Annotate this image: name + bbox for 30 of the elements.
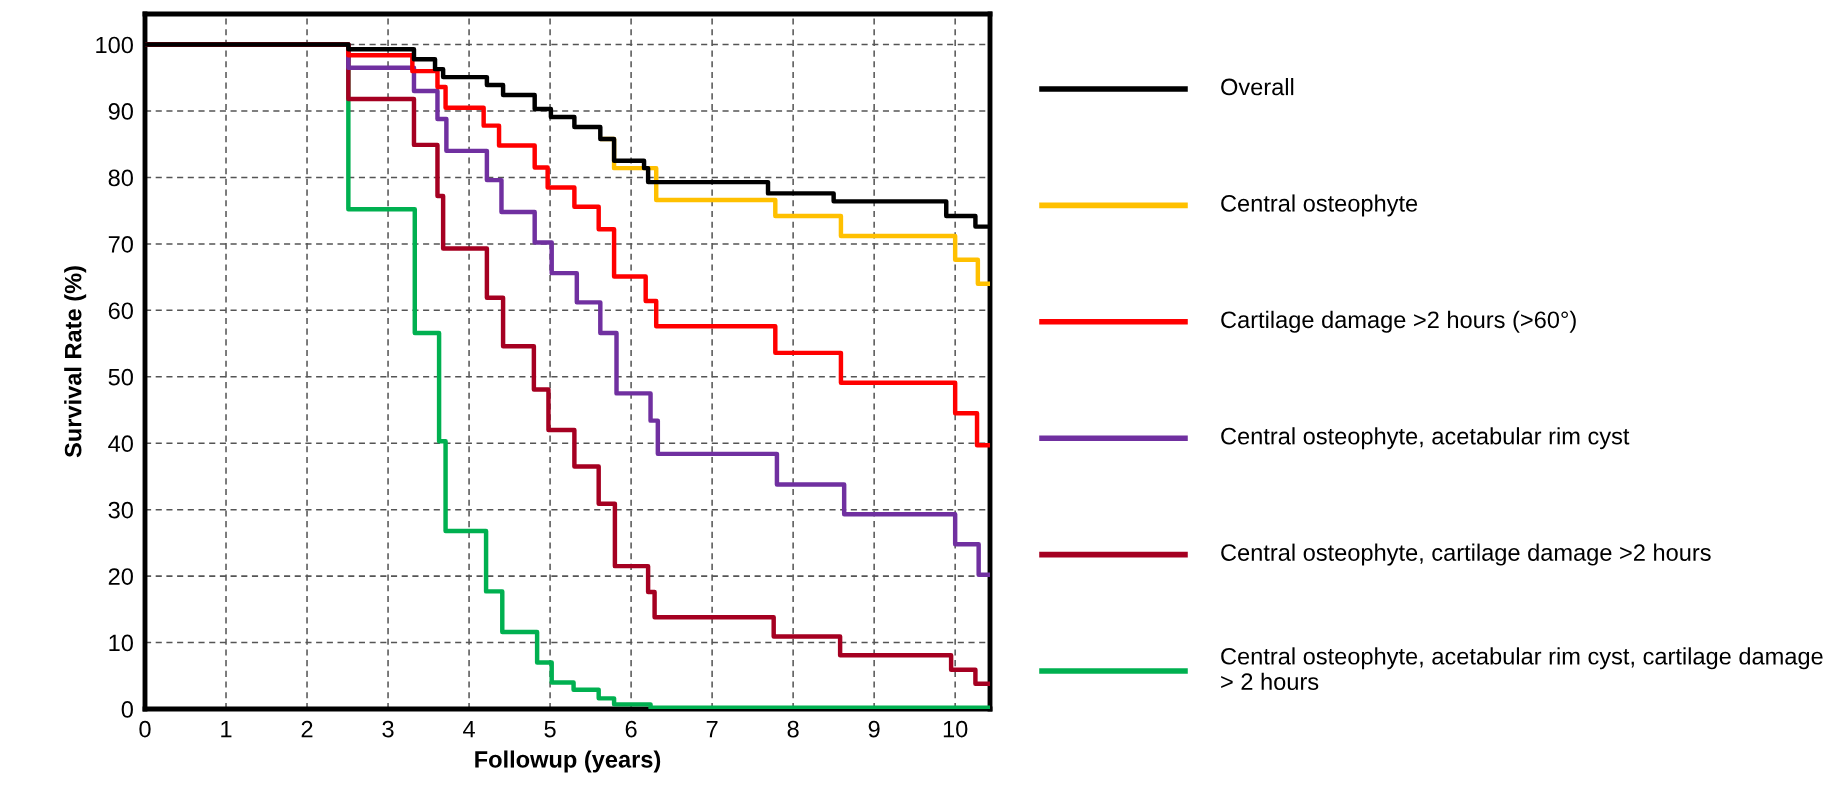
y-tick-label: 90 [108, 103, 133, 120]
y-tick-label: 10 [109, 634, 133, 652]
y-axis-title: Survival Rate (%) [64, 266, 87, 458]
x-tick-label: 6 [625, 720, 637, 738]
x-tick-label: 8 [787, 720, 799, 738]
x-tick-label: 7 [706, 720, 718, 738]
y-tick-label: 30 [108, 501, 133, 519]
x-tick-label: 0 [139, 720, 151, 738]
x-tick-label: 2 [301, 720, 313, 738]
x-tick-label: 3 [382, 720, 394, 738]
x-tick-label: 1 [221, 720, 232, 738]
text: Central osteophyte [1221, 194, 1418, 217]
x-tick-label: 10 [943, 720, 968, 738]
text: Central osteophyte, acetabular rim cyst, cartilage damage > 2 hours [1221, 647, 1823, 691]
y-tick-label: 60 [108, 302, 133, 320]
y-tick-label: 50 [108, 368, 133, 386]
text: Central osteophyte, acetabular rim cyst [1221, 427, 1630, 450]
y-tick-label: 70 [108, 235, 133, 253]
y-tick-label: 80 [108, 169, 133, 187]
text: Cartilage damage >2 hours (>60°) [1221, 310, 1576, 333]
y-tick-label: 40 [108, 435, 133, 453]
text: Central osteophyte, cartilage damage >2 hours [1221, 543, 1711, 566]
x-tick-label: 5 [544, 720, 556, 738]
y-tick-label: 20 [108, 568, 133, 585]
y-tick-label: 0 [121, 701, 133, 718]
text: Overall [1221, 78, 1294, 96]
y-tick-label: 100 [96, 36, 133, 54]
x-axis-title: Followup (years) [475, 750, 661, 773]
x-tick-label: 4 [463, 720, 475, 738]
x-tick-label: 9 [868, 720, 880, 738]
